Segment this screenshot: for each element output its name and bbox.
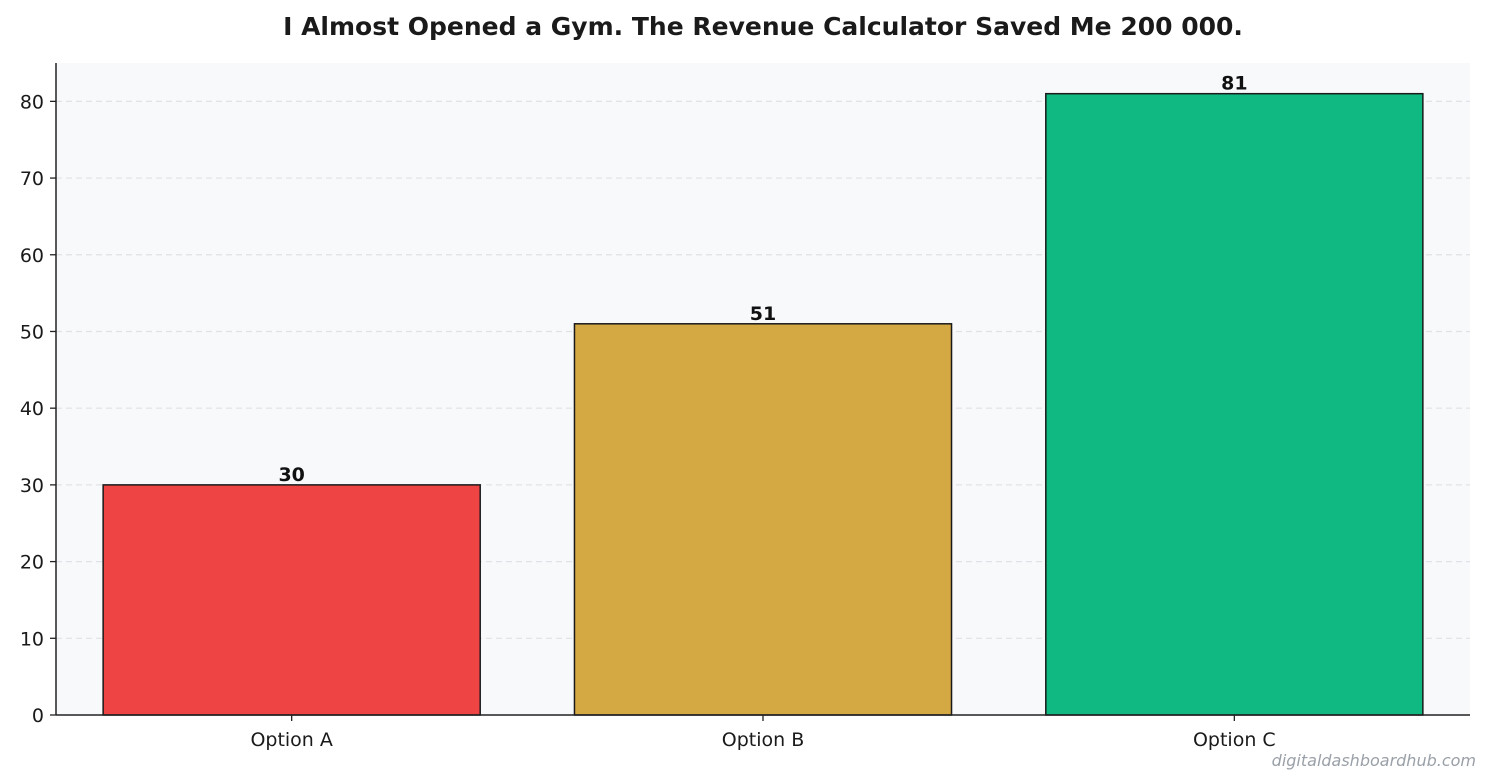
chart-title: I Almost Opened a Gym. The Revenue Calcu… — [283, 12, 1243, 41]
bar-option-a — [102, 484, 481, 716]
data-label: 51 — [750, 303, 776, 325]
bars — [102, 92, 1424, 716]
data-label: 81 — [1221, 73, 1247, 95]
y-tick-label: 40 — [20, 398, 44, 420]
y-tick-label: 50 — [20, 321, 44, 343]
y-tick-label: 70 — [20, 168, 44, 190]
y-tick-label: 60 — [20, 245, 44, 267]
y-tick-label: 80 — [20, 91, 44, 113]
y-tick-label: 30 — [20, 475, 44, 497]
x-axis-ticks: Option A Option B Option C — [250, 715, 1276, 751]
watermark-text: digitaldashboardhub.com — [1272, 751, 1476, 770]
x-tick-label: Option A — [250, 729, 332, 751]
y-tick-label: 0 — [32, 705, 44, 727]
data-labels: 30 51 81 — [278, 73, 1247, 486]
x-tick-label: Option C — [1193, 729, 1276, 751]
x-tick-label: Option B — [722, 729, 805, 751]
y-axis-ticks: 0 10 20 30 40 50 60 70 80 — [20, 91, 56, 727]
y-tick-label: 20 — [20, 552, 44, 574]
bar-option-b — [573, 323, 953, 716]
y-tick-label: 10 — [20, 628, 44, 650]
bar-option-c — [1045, 92, 1424, 716]
data-label: 30 — [278, 464, 304, 486]
